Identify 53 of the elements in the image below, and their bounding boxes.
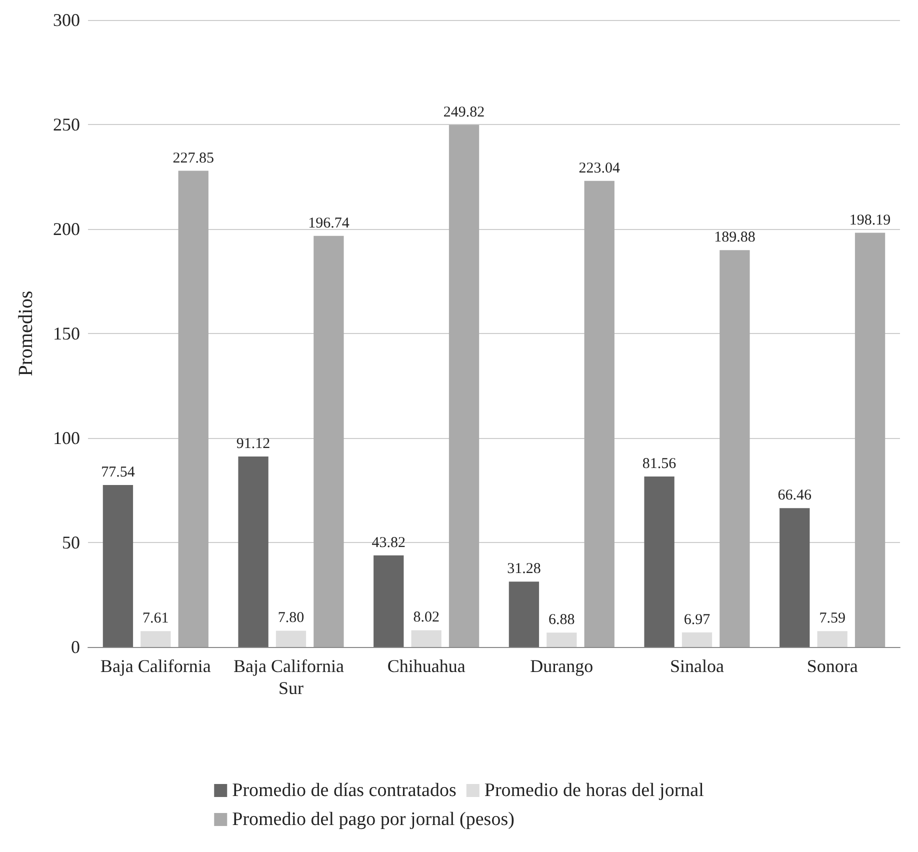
y-tick-label: 0 <box>71 637 80 657</box>
data-label: 6.97 <box>684 612 711 628</box>
data-label: 7.80 <box>278 610 304 626</box>
bar <box>584 180 614 647</box>
bar <box>644 476 674 647</box>
data-label: 8.02 <box>413 610 440 626</box>
x-tick-label: Sonora <box>806 656 858 676</box>
data-label: 196.74 <box>308 215 350 232</box>
data-label: 91.12 <box>236 436 270 452</box>
x-tick-label: Baja California <box>100 656 211 676</box>
bar <box>854 232 886 647</box>
y-tick-label: 100 <box>53 428 80 448</box>
bar <box>276 630 306 647</box>
bar <box>178 170 208 647</box>
bar <box>780 508 810 647</box>
bar <box>720 250 750 647</box>
bar <box>508 582 540 647</box>
bar <box>102 484 134 647</box>
data-label: 7.61 <box>142 610 169 627</box>
data-label: 189.88 <box>714 230 756 246</box>
data-label: 7.59 <box>819 610 846 627</box>
data-label: 6.88 <box>548 612 575 628</box>
data-label: 31.28 <box>507 561 541 578</box>
data-label: 198.19 <box>849 212 891 228</box>
bar <box>411 630 442 647</box>
bar <box>448 124 480 647</box>
bar <box>817 631 848 647</box>
y-axis-title: Promedios <box>15 290 37 376</box>
bar <box>682 632 712 647</box>
bar <box>546 632 577 647</box>
legend-label: Promedio del pago por jornal (pesos) <box>232 809 514 830</box>
x-tick-label: Durango <box>530 656 594 676</box>
x-tick-label: Baja California Sur <box>234 656 348 698</box>
bar <box>140 631 171 647</box>
bar <box>374 555 404 647</box>
bar <box>238 456 268 647</box>
legend-label: Promedio de horas del jornal <box>484 780 704 801</box>
y-tick-label: 300 <box>53 10 80 30</box>
x-tick-label: Chihuahua <box>387 656 466 676</box>
data-label: 81.56 <box>642 456 677 472</box>
y-tick-label: 200 <box>53 219 80 239</box>
y-tick-label: 50 <box>62 532 80 552</box>
data-label: 77.54 <box>101 464 136 480</box>
y-tick-label: 150 <box>53 324 80 344</box>
data-label: 227.85 <box>172 150 214 166</box>
legend-label: Promedio de días contratados <box>232 780 456 801</box>
data-label: 43.82 <box>372 534 406 551</box>
data-label: 66.46 <box>778 488 812 504</box>
y-tick-label: 250 <box>53 114 80 134</box>
data-label: 249.82 <box>443 104 485 120</box>
bar <box>314 236 344 647</box>
x-tick-label: Sinaloa <box>670 656 724 676</box>
data-label: 223.04 <box>578 160 620 176</box>
